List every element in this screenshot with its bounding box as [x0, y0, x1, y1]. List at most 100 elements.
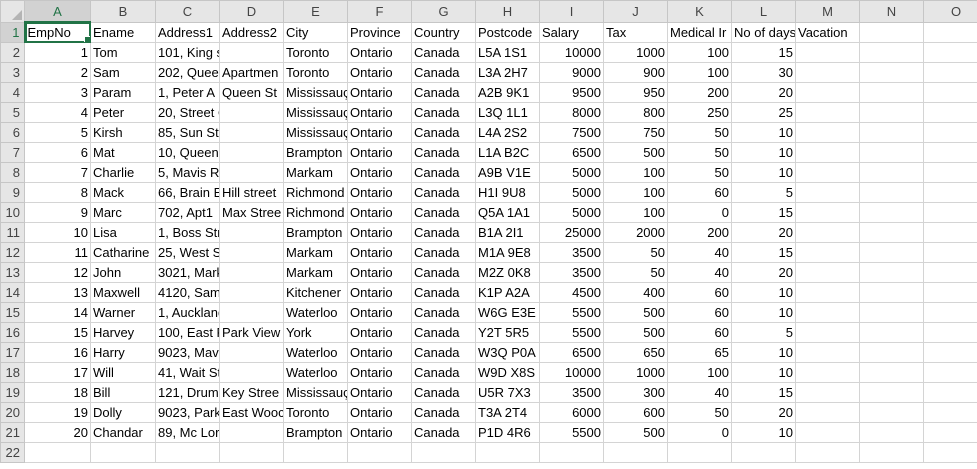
cell-j21[interactable]: 500	[603, 422, 668, 443]
row-header-18[interactable]: 18	[0, 362, 25, 383]
cell-b2[interactable]: Tom	[90, 42, 156, 63]
cell-g18[interactable]: Canada	[411, 362, 476, 383]
cell-k18[interactable]: 100	[667, 362, 732, 383]
cell-d18[interactable]	[219, 362, 284, 383]
column-header-d[interactable]: D	[219, 0, 284, 23]
cell-e4[interactable]: Mississauç	[283, 82, 348, 103]
cell-j2[interactable]: 1000	[603, 42, 668, 63]
cell-n20[interactable]	[859, 402, 924, 423]
row-header-19[interactable]: 19	[0, 382, 25, 403]
cell-g6[interactable]: Canada	[411, 122, 476, 143]
cell-d22[interactable]	[219, 442, 284, 463]
cell-j11[interactable]: 2000	[603, 222, 668, 243]
cell-h8[interactable]: A9B V1E	[475, 162, 540, 183]
cell-c3[interactable]: 202, Quee	[155, 62, 220, 83]
cell-h14[interactable]: K1P A2A	[475, 282, 540, 303]
column-header-h[interactable]: H	[475, 0, 540, 23]
cell-h17[interactable]: W3Q P0A	[475, 342, 540, 363]
cell-h19[interactable]: U5R 7X3	[475, 382, 540, 403]
cell-e16[interactable]: York	[283, 322, 348, 343]
cell-j17[interactable]: 650	[603, 342, 668, 363]
column-header-c[interactable]: C	[155, 0, 220, 23]
cell-e10[interactable]: Richmond	[283, 202, 348, 223]
cell-k4[interactable]: 200	[667, 82, 732, 103]
cell-a6[interactable]: 5	[24, 122, 91, 143]
cell-e1[interactable]: City	[283, 21, 348, 43]
cell-i17[interactable]: 6500	[539, 342, 604, 363]
cell-o7[interactable]	[923, 142, 977, 163]
row-header-20[interactable]: 20	[0, 402, 25, 423]
cell-b9[interactable]: Mack	[90, 182, 156, 203]
cell-n4[interactable]	[859, 82, 924, 103]
cell-l16[interactable]: 5	[731, 322, 796, 343]
row-header-12[interactable]: 12	[0, 242, 25, 263]
cell-a8[interactable]: 7	[24, 162, 91, 183]
cell-n7[interactable]	[859, 142, 924, 163]
cell-a5[interactable]: 4	[24, 102, 91, 123]
cell-o8[interactable]	[923, 162, 977, 183]
cell-m7[interactable]	[795, 142, 860, 163]
row-header-22[interactable]: 22	[0, 442, 25, 463]
cell-a22[interactable]	[24, 442, 91, 463]
cell-e8[interactable]: Markam	[283, 162, 348, 183]
cell-g14[interactable]: Canada	[411, 282, 476, 303]
cell-b7[interactable]: Mat	[90, 142, 156, 163]
cell-i13[interactable]: 3500	[539, 262, 604, 283]
cell-c9[interactable]: 66, Brain E	[155, 182, 220, 203]
cell-f1[interactable]: Province	[347, 21, 412, 43]
cell-c2[interactable]: 101, King st	[155, 42, 220, 63]
cell-h9[interactable]: H1I 9U8	[475, 182, 540, 203]
cell-d20[interactable]: East Wooc	[219, 402, 284, 423]
cell-c7[interactable]: 10, Queen street	[155, 142, 220, 163]
cell-g10[interactable]: Canada	[411, 202, 476, 223]
cell-d9[interactable]: Hill street	[219, 182, 284, 203]
cell-c8[interactable]: 5, Mavis Road	[155, 162, 220, 183]
cell-o16[interactable]	[923, 322, 977, 343]
cell-l4[interactable]: 20	[731, 82, 796, 103]
cell-j8[interactable]: 100	[603, 162, 668, 183]
row-header-21[interactable]: 21	[0, 422, 25, 443]
row-header-1[interactable]: 1	[0, 21, 26, 43]
cell-d14[interactable]	[219, 282, 284, 303]
cell-g19[interactable]: Canada	[411, 382, 476, 403]
cell-i5[interactable]: 8000	[539, 102, 604, 123]
cell-j16[interactable]: 500	[603, 322, 668, 343]
cell-g13[interactable]: Canada	[411, 262, 476, 283]
cell-o21[interactable]	[923, 422, 977, 443]
cell-i20[interactable]: 6000	[539, 402, 604, 423]
cell-a12[interactable]: 11	[24, 242, 91, 263]
cell-b8[interactable]: Charlie	[90, 162, 156, 183]
cell-g21[interactable]: Canada	[411, 422, 476, 443]
cell-b22[interactable]	[90, 442, 156, 463]
cell-n8[interactable]	[859, 162, 924, 183]
cell-g8[interactable]: Canada	[411, 162, 476, 183]
cell-c17[interactable]: 9023, Mavis Road	[155, 342, 220, 363]
cell-l1[interactable]: No of days	[731, 21, 796, 43]
cell-h12[interactable]: M1A 9E8	[475, 242, 540, 263]
cell-b19[interactable]: Bill	[90, 382, 156, 403]
row-header-16[interactable]: 16	[0, 322, 25, 343]
cell-m9[interactable]	[795, 182, 860, 203]
column-header-f[interactable]: F	[347, 0, 412, 23]
cell-e7[interactable]: Brampton	[283, 142, 348, 163]
cell-m11[interactable]	[795, 222, 860, 243]
cell-o11[interactable]	[923, 222, 977, 243]
cell-i15[interactable]: 5500	[539, 302, 604, 323]
cell-m16[interactable]	[795, 322, 860, 343]
row-header-5[interactable]: 5	[0, 102, 25, 123]
cell-f15[interactable]: Ontario	[347, 302, 412, 323]
cell-i10[interactable]: 5000	[539, 202, 604, 223]
cell-c19[interactable]: 121, Drum	[155, 382, 220, 403]
cell-g15[interactable]: Canada	[411, 302, 476, 323]
cell-m10[interactable]	[795, 202, 860, 223]
cell-h3[interactable]: L3A 2H7	[475, 62, 540, 83]
cell-a15[interactable]: 14	[24, 302, 91, 323]
cell-d16[interactable]: Park View	[219, 322, 284, 343]
cell-j3[interactable]: 900	[603, 62, 668, 83]
row-header-4[interactable]: 4	[0, 82, 25, 103]
cell-o14[interactable]	[923, 282, 977, 303]
cell-f7[interactable]: Ontario	[347, 142, 412, 163]
cell-k8[interactable]: 50	[667, 162, 732, 183]
cell-i19[interactable]: 3500	[539, 382, 604, 403]
cell-e18[interactable]: Waterloo	[283, 362, 348, 383]
